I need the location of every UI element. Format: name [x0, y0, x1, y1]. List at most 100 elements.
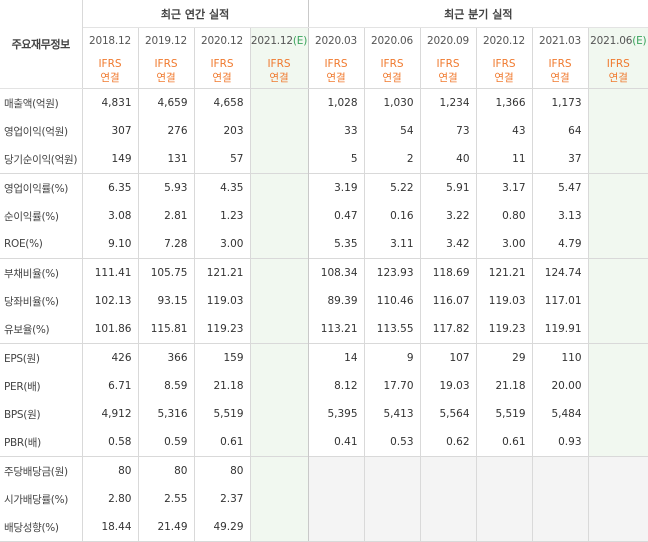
table-cell [249, 258, 309, 287]
table-cell: 110 [531, 343, 589, 372]
table-row: 시가배당률(%) 2.80 2.55 2.37 [0, 485, 648, 513]
table-cell: 3.00 [475, 230, 533, 259]
table-cell [587, 258, 648, 287]
annual-group-header: 최근 연간 실적 [82, 0, 309, 28]
table-cell: 5,519 [193, 400, 250, 428]
table-cell: 5.35 [307, 230, 365, 259]
table-cell: 57 [193, 145, 250, 174]
table-cell [587, 372, 648, 400]
table-cell [307, 485, 365, 513]
table-cell [307, 456, 365, 485]
table-cell [307, 513, 365, 542]
table-cell: 4,912 [101, 408, 132, 420]
table-cell [249, 88, 309, 117]
table-cell: 9.10 [108, 238, 132, 250]
table-cell: 4.79 [531, 230, 589, 259]
period-header: 2019.12 [137, 27, 194, 53]
table-cell: 17.70 [363, 372, 421, 400]
table-cell: 3.22 [419, 202, 477, 230]
table-cell: 119.23 [193, 315, 250, 344]
table-cell: 118.69 [419, 258, 477, 287]
table-cell: 203 [193, 117, 250, 145]
table-row: BPS(원) 4,912 5,316 5,519 5,395 5,413 5,564 5,51… [0, 400, 648, 428]
table-cell [249, 315, 309, 344]
period-header: 2020.12 [475, 27, 533, 53]
table-cell: 119.03 [193, 287, 250, 315]
row-label: 주당배당금(원) [0, 456, 83, 485]
table-cell: 3.11 [363, 230, 421, 259]
table-cell: 37 [531, 145, 589, 174]
table-cell [475, 513, 533, 542]
ifrs-label: IFRS [154, 57, 178, 70]
table-cell [531, 485, 589, 513]
table-cell: 5.91 [419, 173, 477, 202]
table-cell [587, 485, 648, 513]
table-row: EPS(원) 426 366 159 14 9 107 29 110 [0, 343, 648, 372]
consolidated-label: 연결 [550, 71, 570, 84]
row-label: ROE(%) [0, 230, 83, 259]
table-cell: 366 [137, 343, 194, 372]
table-cell: 117.82 [419, 315, 477, 344]
table-cell: 40 [419, 145, 477, 174]
table-cell: 43 [475, 117, 533, 145]
table-cell [587, 173, 648, 202]
table-cell: 1,234 [419, 88, 477, 117]
table-cell: 29 [475, 343, 533, 372]
table-cell: 121.21 [475, 258, 533, 287]
table-cell: 108.34 [307, 258, 365, 287]
table-row: 주당배당금(원) 80 80 80 [0, 456, 648, 485]
table-cell: 19.03 [419, 372, 477, 400]
table-cell [249, 117, 309, 145]
table-cell: 3.08 [108, 210, 132, 222]
row-label: BPS(원) [0, 400, 83, 428]
table-cell [249, 372, 309, 400]
table-cell: 5,564 [419, 400, 477, 428]
table-row: 당좌비율(%) 102.13 93.15 119.03 89.39 110.46 116.0… [0, 287, 648, 315]
table-cell: 5.22 [363, 173, 421, 202]
table-cell: 159 [193, 343, 250, 372]
table-row: 순이익률(%) 3.08 2.81 1.23 0.47 0.16 3.22 0.80 3.13 [0, 202, 648, 230]
table-cell: 54 [363, 117, 421, 145]
table-cell [249, 485, 309, 513]
table-cell [531, 513, 589, 542]
table-cell [587, 287, 648, 315]
table-cell [249, 343, 309, 372]
table-cell [363, 513, 421, 542]
table-cell: 21.18 [193, 372, 250, 400]
row-label: 유보율(%) [0, 315, 83, 344]
table-cell: 2.80 [108, 493, 132, 505]
table-cell: 8.12 [307, 372, 365, 400]
table-cell: 3.19 [307, 173, 365, 202]
table-cell: 5.47 [531, 173, 589, 202]
table-cell [587, 145, 648, 174]
ifrs-label: IFRS [98, 57, 122, 70]
table-row: PBR(배) 0.58 0.59 0.61 0.41 0.53 0.62 0.61 0.93 [0, 428, 648, 457]
table-cell [249, 513, 309, 542]
period-header: 2021.03 [531, 27, 589, 53]
table-cell: 20.00 [531, 372, 589, 400]
table-cell: 131 [137, 145, 194, 174]
table-cell: 5,484 [531, 400, 589, 428]
row-label: 배당성향(%) [0, 513, 83, 542]
table-cell: 0.61 [475, 428, 533, 457]
table-cell [249, 287, 309, 315]
ifrs-label: IFRS [436, 57, 460, 70]
period-header-estimate: 2021.12(E) [249, 27, 309, 53]
period-label: 2021.12 [250, 34, 293, 47]
table-row: 매출액(억원) 4,831 4,659 4,658 1,028 1,030 1,234 1,3… [0, 88, 648, 117]
table-row: 유보율(%) 101.86 115.81 119.23 113.21 113.55 117.… [0, 315, 648, 344]
table-cell: 0.59 [137, 428, 194, 457]
table-cell: 6.35 [82, 173, 138, 202]
table-cell: 121.21 [193, 258, 250, 287]
table-cell: 426 [82, 343, 138, 372]
table-row: 영업이익(억원) 307 276 203 33 54 73 43 64 [0, 117, 648, 145]
table-cell: 119.91 [531, 315, 589, 344]
table-cell: 123.93 [363, 258, 421, 287]
row-label: 매출액(억원) [0, 88, 83, 117]
table-cell: 4,831 [101, 97, 132, 109]
table-cell: 7.28 [137, 230, 194, 259]
table-cell: 3.13 [531, 202, 589, 230]
consolidated-label: 연결 [608, 71, 628, 84]
table-row: 당기순이익(억원) 149 131 57 5 2 40 11 37 [0, 145, 648, 174]
table-cell: 101.86 [94, 323, 132, 335]
